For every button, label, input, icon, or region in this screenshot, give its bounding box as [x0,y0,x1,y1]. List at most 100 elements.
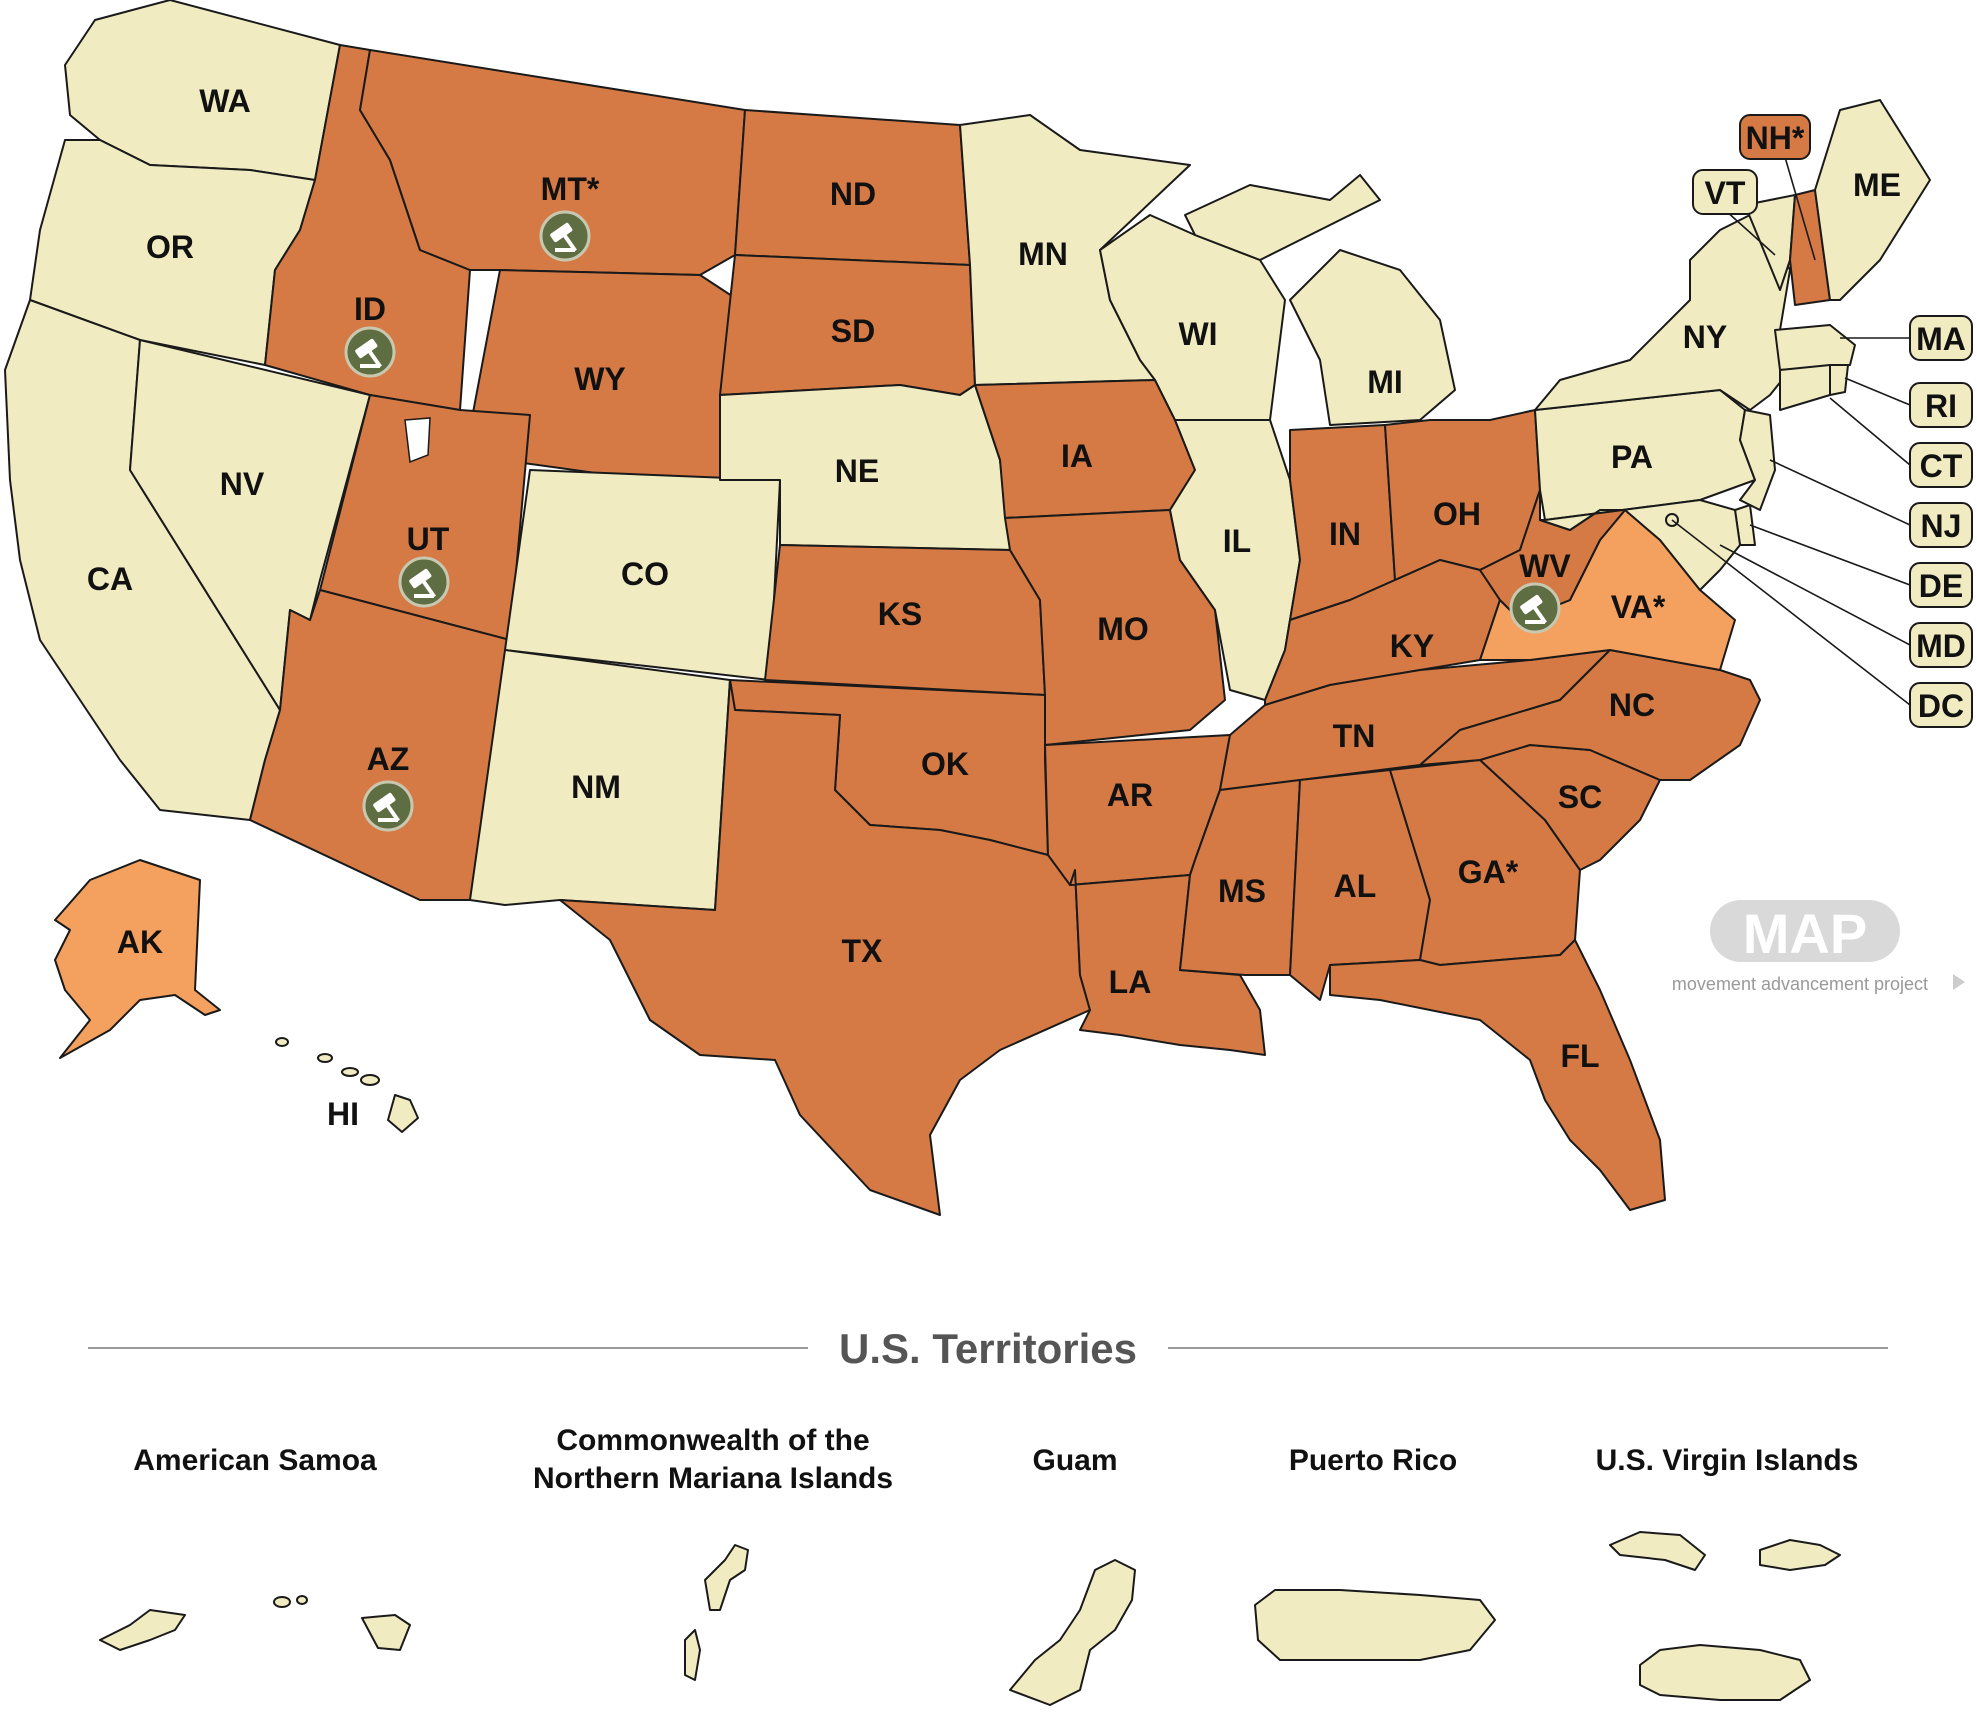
state-hi[interactable] [275,1037,419,1133]
label-ri: RI [1925,388,1957,424]
territory-cnmi-name-2: Northern Mariana Islands [533,1462,893,1495]
label-mo: MO [1097,611,1149,647]
label-hi: HI [327,1096,359,1132]
callout-de [1909,562,1973,608]
label-fl: FL [1560,1038,1599,1074]
label-wv: WV [1519,548,1571,584]
label-ma: MA [1916,321,1966,357]
callout-ct [1909,442,1973,488]
territory-pr-name: Puerto Rico [1289,1444,1457,1477]
label-or: OR [146,229,194,265]
gavel-icon [398,556,450,608]
label-ky: KY [1390,628,1434,664]
state-labels: WA OR CA NV ID MT* WY UT AZ CO NM ND SD … [87,83,1901,1132]
label-ut: UT [407,521,450,557]
label-az: AZ [367,741,410,777]
label-al: AL [1334,868,1377,904]
label-vt: VT [1705,175,1746,211]
territory-cnmi-name-1: Commonwealth of the [556,1424,869,1457]
label-ak: AK [117,924,163,960]
state-nc[interactable] [1419,649,1761,781]
label-wa: WA [199,83,251,119]
label-ny: NY [1683,319,1727,355]
label-va: VA* [1611,589,1666,625]
label-in: IN [1329,516,1361,552]
label-ks: KS [878,596,922,632]
gavel-icon [344,326,396,378]
label-oh: OH [1433,496,1481,532]
label-il: IL [1223,523,1251,559]
label-sd: SD [831,313,875,349]
state-nh[interactable] [1789,189,1831,306]
state-me[interactable] [1814,99,1931,301]
logo-text: MAP [1743,902,1867,965]
label-dc: DC [1918,688,1964,724]
territory-vi[interactable] [1609,1531,1841,1701]
territory-gu-name: Guam [1032,1444,1117,1477]
state-md[interactable] [1539,499,1741,591]
label-tn: TN [1333,718,1376,754]
state-ma[interactable] [1774,324,1856,371]
label-co: CO [621,556,669,592]
gavel-icon [539,210,591,262]
territory-as[interactable] [99,1595,411,1651]
state-mi[interactable] [1289,249,1456,426]
gavel-icons [344,210,1561,832]
label-wi: WI [1178,316,1217,352]
label-md: MD [1916,628,1966,664]
label-ar: AR [1107,777,1153,813]
label-ga: GA* [1458,854,1519,890]
territory-vi-name: U.S. Virgin Islands [1596,1444,1859,1477]
state-fl[interactable] [1329,939,1666,1211]
label-mn: MN [1018,236,1068,272]
callout-nj [1909,502,1973,548]
callout-nh [1739,114,1811,160]
state-ct[interactable] [1779,364,1831,411]
label-mi: MI [1367,364,1403,400]
label-mt: MT* [541,171,600,207]
label-la: LA [1109,964,1152,1000]
label-ms: MS [1218,873,1266,909]
callout-ri [1909,382,1973,428]
label-nj: NJ [1921,508,1962,544]
label-de: DE [1919,568,1963,604]
territory-as-name: American Samoa [133,1444,377,1477]
label-id: ID [354,291,386,327]
label-nd: ND [830,176,876,212]
label-nv: NV [220,466,265,502]
territories-title: U.S. Territories [839,1325,1137,1372]
label-ca: CA [87,561,133,597]
callout-vt [1692,169,1758,215]
callout-dc [1909,682,1973,728]
state-ak[interactable] [54,859,221,1059]
logo-subtitle: movement advancement project [1672,974,1928,994]
label-ne: NE [835,453,879,489]
state-ny[interactable] [1534,209,1791,411]
territory-cnmi[interactable] [684,1544,749,1681]
territory-gu[interactable] [1009,1559,1136,1706]
label-sc: SC [1558,779,1602,815]
callout-md [1909,622,1973,668]
state-il[interactable] [1169,419,1301,701]
territory-pr[interactable] [1254,1589,1496,1661]
callout-ma [1909,315,1973,361]
map-logo: MAP movement advancement project [1672,900,1965,994]
gavel-icon [362,780,414,832]
label-ct: CT [1920,448,1963,484]
label-tx: TX [842,933,884,969]
label-pa: PA [1611,439,1653,475]
label-nm: NM [571,769,621,805]
label-wy: WY [574,361,626,397]
state-mi-upper[interactable] [1184,174,1381,261]
gavel-icon [1509,582,1561,634]
great-salt-lake [404,417,431,464]
label-me: ME [1853,167,1901,203]
label-ia: IA [1061,438,1093,474]
state-ri[interactable] [1829,364,1849,396]
callouts: NH* VT MA RI CT NJ DE MD DC [1671,114,1973,728]
state-tx[interactable] [559,679,1091,1216]
state-ut[interactable] [319,394,531,641]
label-ok: OK [921,746,969,782]
label-nh: NH* [1746,120,1805,156]
